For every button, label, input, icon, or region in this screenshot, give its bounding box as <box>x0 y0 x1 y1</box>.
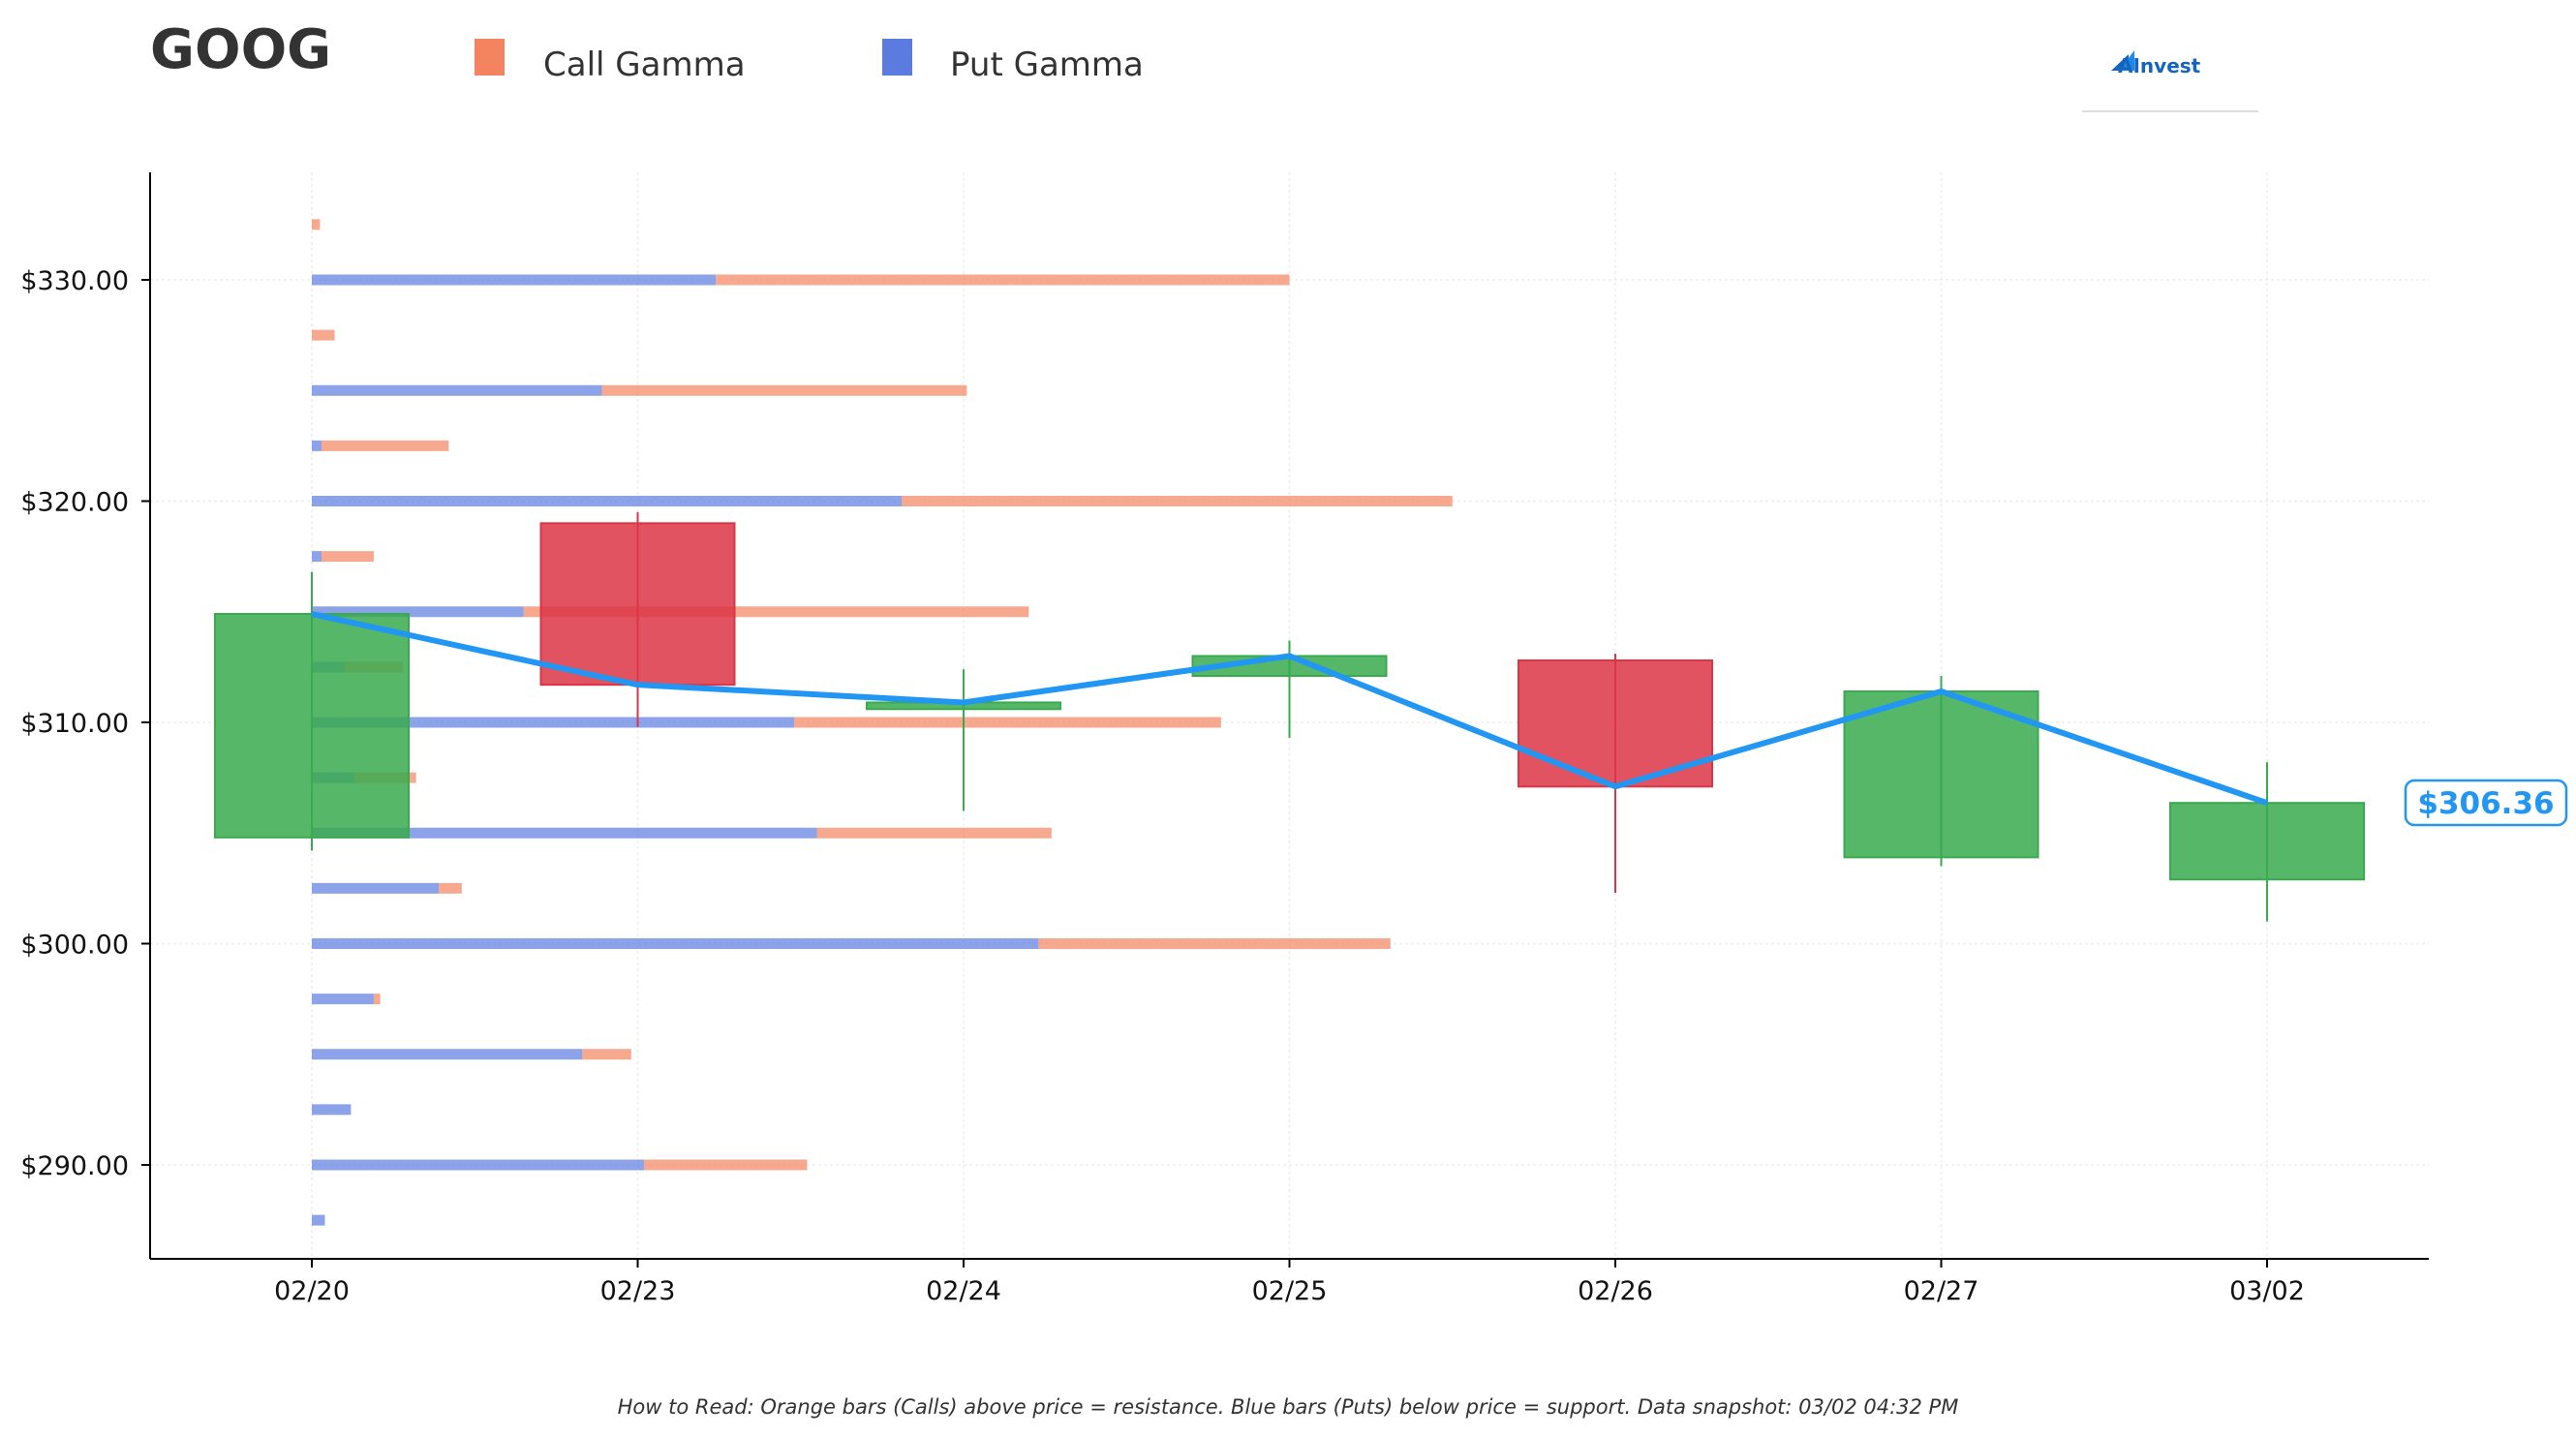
call-gamma-bar <box>902 496 1453 506</box>
x-axis-ticks: 02/20 02/23 02/24 02/25 02/26 02/27 03/02 <box>274 1259 2305 1306</box>
y-axis-ticks: $290.00 $300.00 $310.00 $320.00 $330.00 <box>20 266 150 1181</box>
footer-note: How to Read: Orange bars (Calls) above p… <box>618 1395 1959 1419</box>
put-gamma-bar <box>312 551 322 563</box>
candles <box>214 511 2365 922</box>
y-tick-label: $300.00 <box>20 931 129 961</box>
ticker-title: GOOG <box>150 18 331 81</box>
put-gamma-bar <box>312 717 795 728</box>
candle-body-up <box>214 613 410 839</box>
put-gamma-bar <box>312 440 322 451</box>
close-price-line <box>311 611 2268 807</box>
x-tick-label: 02/27 <box>1904 1276 1979 1306</box>
y-tick-label: $320.00 <box>20 488 129 518</box>
brand-name: AInvest <box>2118 54 2201 77</box>
put-gamma-bar <box>312 994 374 1005</box>
last-price-label: $306.36 <box>2417 786 2554 821</box>
put-gamma-bar <box>312 1159 645 1171</box>
call-legend-label: Call Gamma <box>543 46 746 84</box>
put-gamma-bar <box>312 827 817 839</box>
y-tick-label: $330.00 <box>20 266 129 296</box>
x-tick-label: 02/23 <box>600 1276 676 1306</box>
put-gamma-bar <box>312 1214 325 1226</box>
candle-body-down <box>539 522 736 687</box>
call-gamma-bar <box>582 1049 631 1060</box>
gamma-bars <box>312 219 1453 1226</box>
put-gamma-bar <box>312 1049 583 1060</box>
close-line <box>311 611 2268 807</box>
call-gamma-bar <box>312 219 321 230</box>
y-tick-label: $310.00 <box>20 709 129 739</box>
candle-body-up <box>1843 690 2039 859</box>
call-gamma-bar <box>322 440 449 451</box>
x-tick-label: 03/02 <box>2229 1276 2305 1306</box>
ainvest-logo-icon: AInvest <box>2111 50 2201 77</box>
candle-body-up <box>2169 802 2365 881</box>
call-gamma-bar <box>716 274 1290 286</box>
call-gamma-bar <box>439 882 462 894</box>
call-gamma-bar <box>816 827 1052 839</box>
put-legend-label: Put Gamma <box>950 46 1144 84</box>
put-legend-swatch <box>882 39 912 76</box>
call-gamma-bar <box>373 994 381 1005</box>
y-tick-label: $290.00 <box>20 1151 129 1181</box>
x-tick-label: 02/24 <box>926 1276 1001 1306</box>
put-gamma-bar <box>312 882 440 894</box>
put-gamma-bar <box>312 606 524 618</box>
x-tick-label: 02/20 <box>274 1276 350 1306</box>
put-gamma-bar <box>312 384 602 396</box>
call-gamma-bar <box>794 717 1221 728</box>
last-price-badge: $306.36 <box>2404 779 2568 827</box>
call-gamma-bar <box>601 384 967 396</box>
call-gamma-bar <box>312 329 335 341</box>
call-gamma-bar <box>322 551 374 563</box>
put-gamma-bar <box>312 1104 352 1116</box>
put-gamma-bar <box>312 496 903 506</box>
x-tick-label: 02/26 <box>1578 1276 1653 1306</box>
put-gamma-bar <box>312 938 1039 949</box>
call-gamma-bar <box>523 606 1029 618</box>
call-gamma-bar <box>1038 938 1391 949</box>
call-gamma-bar <box>644 1159 808 1171</box>
put-gamma-bar <box>312 274 717 286</box>
x-tick-label: 02/25 <box>1252 1276 1328 1306</box>
call-legend-swatch <box>475 39 505 76</box>
